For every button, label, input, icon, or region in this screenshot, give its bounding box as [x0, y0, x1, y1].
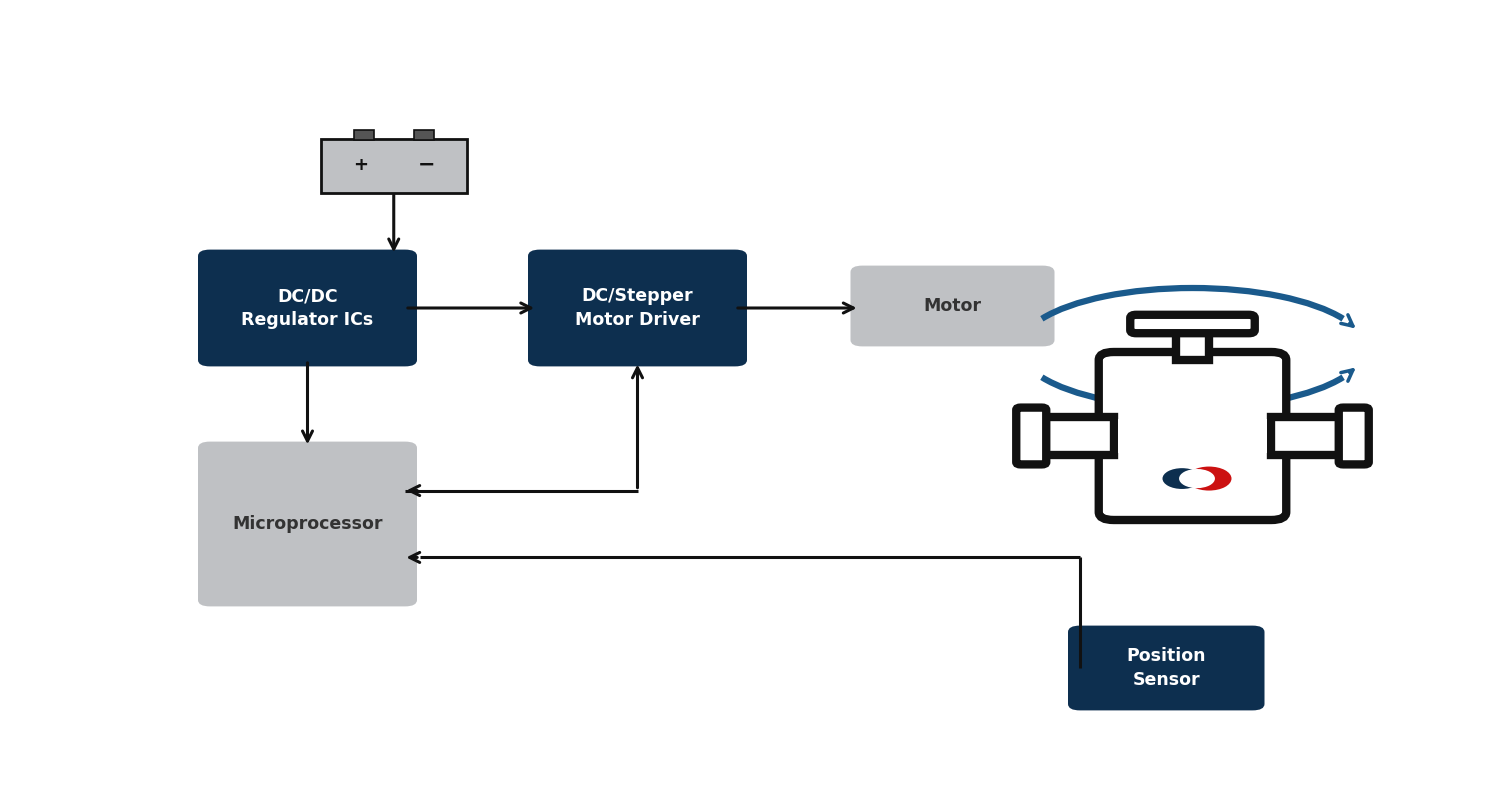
FancyBboxPatch shape	[528, 250, 747, 366]
Text: Microprocessor: Microprocessor	[232, 515, 382, 533]
FancyBboxPatch shape	[1068, 626, 1264, 710]
FancyBboxPatch shape	[354, 130, 374, 140]
Text: Motor: Motor	[924, 297, 981, 315]
Circle shape	[1162, 468, 1202, 489]
Circle shape	[1179, 469, 1215, 488]
FancyBboxPatch shape	[198, 250, 417, 366]
Text: DC/Stepper
Motor Driver: DC/Stepper Motor Driver	[574, 287, 700, 329]
FancyBboxPatch shape	[850, 266, 1054, 346]
Text: DC/DC
Regulator ICs: DC/DC Regulator ICs	[242, 287, 374, 329]
FancyBboxPatch shape	[1017, 408, 1047, 464]
FancyBboxPatch shape	[1338, 408, 1370, 464]
Text: +: +	[354, 156, 369, 174]
FancyBboxPatch shape	[414, 130, 434, 140]
Circle shape	[1186, 466, 1231, 490]
FancyBboxPatch shape	[1176, 326, 1209, 360]
FancyBboxPatch shape	[1041, 417, 1113, 455]
FancyBboxPatch shape	[1098, 352, 1286, 520]
FancyBboxPatch shape	[1118, 419, 1266, 453]
FancyBboxPatch shape	[321, 139, 466, 193]
FancyBboxPatch shape	[1270, 417, 1344, 455]
FancyBboxPatch shape	[198, 442, 417, 606]
Text: −: −	[419, 155, 435, 175]
FancyBboxPatch shape	[1131, 314, 1254, 333]
Text: Position
Sensor: Position Sensor	[1126, 647, 1206, 689]
